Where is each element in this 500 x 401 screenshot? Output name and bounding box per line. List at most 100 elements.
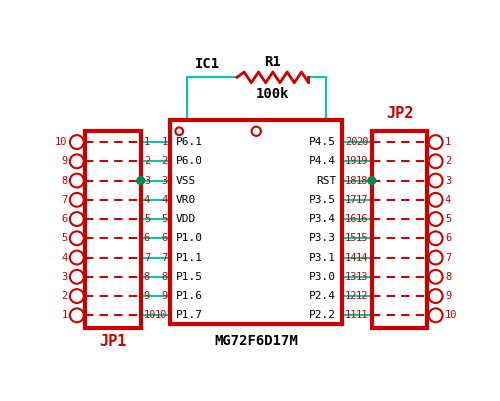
Text: 6: 6 xyxy=(162,233,168,243)
Text: 18: 18 xyxy=(345,176,358,186)
Circle shape xyxy=(428,212,442,226)
Text: 4: 4 xyxy=(144,195,150,205)
Text: 100k: 100k xyxy=(256,87,290,101)
Bar xyxy=(170,120,342,324)
Text: P3.0: P3.0 xyxy=(310,272,336,282)
Text: P1.7: P1.7 xyxy=(176,310,203,320)
Text: 11: 11 xyxy=(345,310,358,320)
Text: 3: 3 xyxy=(62,272,68,282)
Text: 14: 14 xyxy=(345,253,358,263)
Circle shape xyxy=(70,135,84,149)
Text: 7: 7 xyxy=(162,253,168,263)
Text: 15: 15 xyxy=(356,233,368,243)
Text: 6: 6 xyxy=(445,233,451,243)
Text: IC1: IC1 xyxy=(194,57,220,71)
Text: 10: 10 xyxy=(144,310,156,320)
Text: P2.2: P2.2 xyxy=(310,310,336,320)
Text: 4: 4 xyxy=(62,253,68,263)
Text: 8: 8 xyxy=(445,272,451,282)
Circle shape xyxy=(70,289,84,303)
Circle shape xyxy=(428,289,442,303)
Text: JP1: JP1 xyxy=(100,334,126,349)
Text: 7: 7 xyxy=(445,253,451,263)
Text: P4.4: P4.4 xyxy=(310,156,336,166)
Text: 1: 1 xyxy=(162,137,168,147)
Text: P6.1: P6.1 xyxy=(176,137,203,147)
Text: 14: 14 xyxy=(356,253,368,263)
Text: 10: 10 xyxy=(55,137,68,147)
Text: 3: 3 xyxy=(162,176,168,186)
Circle shape xyxy=(70,193,84,207)
Text: 8: 8 xyxy=(144,272,150,282)
Text: 9: 9 xyxy=(144,291,150,301)
Text: P3.4: P3.4 xyxy=(310,214,336,224)
Text: 17: 17 xyxy=(356,195,368,205)
Circle shape xyxy=(428,308,442,322)
Circle shape xyxy=(70,212,84,226)
Text: 16: 16 xyxy=(345,214,358,224)
Bar xyxy=(372,130,427,328)
Text: 9: 9 xyxy=(62,156,68,166)
Circle shape xyxy=(70,231,84,245)
Text: P1.6: P1.6 xyxy=(176,291,203,301)
Text: 5: 5 xyxy=(445,214,451,224)
Text: P1.0: P1.0 xyxy=(176,233,203,243)
Circle shape xyxy=(428,154,442,168)
Text: MG72F6D17M: MG72F6D17M xyxy=(214,334,298,348)
Text: P4.5: P4.5 xyxy=(310,137,336,147)
Circle shape xyxy=(368,177,376,184)
Circle shape xyxy=(428,193,442,207)
Text: P3.3: P3.3 xyxy=(310,233,336,243)
Text: 2: 2 xyxy=(144,156,150,166)
Text: 16: 16 xyxy=(356,214,368,224)
Circle shape xyxy=(137,177,144,184)
Text: 2: 2 xyxy=(162,156,168,166)
Text: 11: 11 xyxy=(356,310,368,320)
Text: 8: 8 xyxy=(162,272,168,282)
Circle shape xyxy=(428,270,442,284)
Text: 10: 10 xyxy=(155,310,168,320)
Text: 20: 20 xyxy=(356,137,368,147)
Text: 7: 7 xyxy=(62,195,68,205)
Text: 10: 10 xyxy=(445,310,458,320)
Text: 19: 19 xyxy=(345,156,358,166)
Circle shape xyxy=(252,127,261,136)
Text: P1.1: P1.1 xyxy=(176,253,203,263)
Text: P3.1: P3.1 xyxy=(310,253,336,263)
Circle shape xyxy=(70,270,84,284)
Text: 3: 3 xyxy=(445,176,451,186)
Text: 1: 1 xyxy=(445,137,451,147)
Text: RST: RST xyxy=(316,176,336,186)
Circle shape xyxy=(70,174,84,188)
Text: 12: 12 xyxy=(345,291,358,301)
Text: VR0: VR0 xyxy=(176,195,197,205)
Text: P2.4: P2.4 xyxy=(310,291,336,301)
Text: 2: 2 xyxy=(445,156,451,166)
Circle shape xyxy=(176,128,183,135)
Bar xyxy=(86,130,141,328)
Text: 1: 1 xyxy=(144,137,150,147)
Text: VSS: VSS xyxy=(176,176,197,186)
Text: 4: 4 xyxy=(445,195,451,205)
Text: P3.5: P3.5 xyxy=(310,195,336,205)
Circle shape xyxy=(428,251,442,265)
Text: 5: 5 xyxy=(62,233,68,243)
Text: 5: 5 xyxy=(162,214,168,224)
Text: 3: 3 xyxy=(144,176,150,186)
Text: 13: 13 xyxy=(345,272,358,282)
Text: 18: 18 xyxy=(356,176,368,186)
Circle shape xyxy=(428,135,442,149)
Text: 8: 8 xyxy=(62,176,68,186)
Text: 9: 9 xyxy=(162,291,168,301)
Text: 2: 2 xyxy=(62,291,68,301)
Text: R1: R1 xyxy=(264,55,281,69)
Text: 13: 13 xyxy=(356,272,368,282)
Text: 7: 7 xyxy=(144,253,150,263)
Text: 9: 9 xyxy=(445,291,451,301)
Circle shape xyxy=(70,154,84,168)
Circle shape xyxy=(70,251,84,265)
Text: 5: 5 xyxy=(144,214,150,224)
Text: 6: 6 xyxy=(62,214,68,224)
Text: 19: 19 xyxy=(356,156,368,166)
Text: P6.0: P6.0 xyxy=(176,156,203,166)
